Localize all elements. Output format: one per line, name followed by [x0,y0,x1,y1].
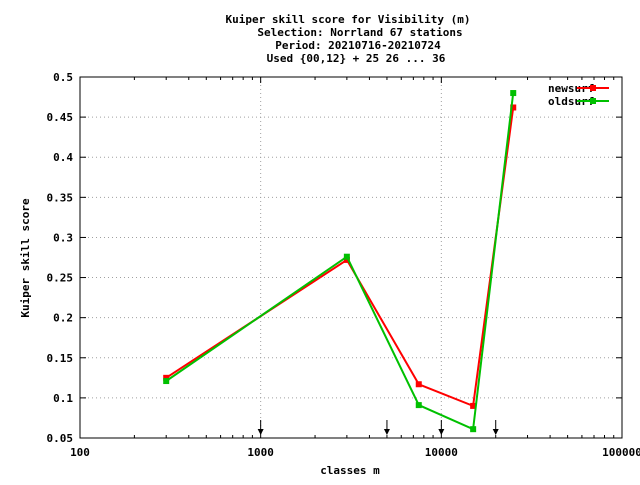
data-point-oldsurf [510,90,516,96]
class-arrow-marker [384,420,390,435]
x-axis-label: classes m [320,464,380,477]
data-point-oldsurf [344,254,350,260]
y-tick-label: 0.1 [53,392,73,405]
x-tick-label: 1000 [247,446,274,459]
class-arrow-markers [258,420,499,435]
axis-tick-labels: 0.05 0.1 0.15 0.2 0.25 0.3 0.35 0.4 0.45 0.5 100 10… [47,71,640,459]
y-tick-label: 0.4 [53,151,73,164]
title-line-4: Used {00,12} + 25 26 ... 36 [267,52,446,65]
legend-marker-newsurf [590,85,596,91]
y-tick-label: 0.5 [53,71,73,84]
y-axis-label: Kuiper skill score [19,198,32,318]
series-line-oldsurf [166,93,513,429]
class-arrow-marker [493,420,499,435]
data-point-oldsurf [163,378,169,384]
data-point-oldsurf [470,426,476,432]
data-point-newsurf [416,381,422,387]
series-layer [163,90,516,432]
y-tick-label: 0.2 [53,312,73,325]
series-oldsurf [163,90,516,432]
class-arrow-marker [258,420,264,435]
title-line-3: Period: 20210716-20210724 [275,39,441,52]
y-tick-label: 0.35 [47,191,74,204]
series-line-newsurf [166,108,513,406]
x-tick-label: 100 [70,446,90,459]
y-tick-label: 0.05 [47,432,74,445]
x-tick-label: 10000 [425,446,458,459]
x-tick-label: 100000 [602,446,640,459]
axis-ticks [80,77,622,438]
arrow-head [438,429,444,435]
arrow-head [493,429,499,435]
arrow-head [384,429,390,435]
series-newsurf [163,104,516,408]
plot-frame [80,77,622,438]
arrow-head [258,429,264,435]
class-arrow-marker [438,420,444,435]
data-point-oldsurf [416,402,422,408]
y-tick-label: 0.3 [53,231,73,244]
chart-title: Kuiper skill score for Visibility (m) Se… [225,13,470,65]
legend-marker-oldsurf [590,98,596,104]
y-tick-label: 0.25 [47,272,74,285]
y-tick-label: 0.45 [47,111,74,124]
grid [80,77,622,438]
y-tick-label: 0.15 [47,352,74,365]
title-line-1: Kuiper skill score for Visibility (m) [225,13,470,26]
title-line-2: Selection: Norrland 67 stations [257,26,462,39]
